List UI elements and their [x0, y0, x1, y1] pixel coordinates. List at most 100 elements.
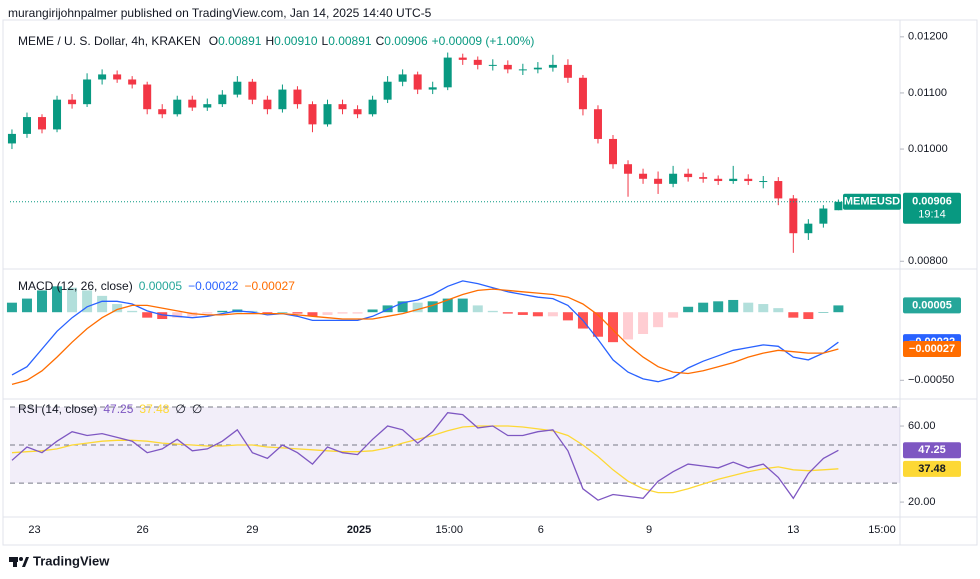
legend-value: 37.48 — [139, 402, 169, 416]
legend-value: ∅ — [192, 402, 202, 416]
candle-body — [413, 74, 422, 90]
candle-body — [113, 74, 122, 80]
histogram-bar — [337, 312, 348, 314]
x-tick-label: 23 — [28, 524, 40, 536]
candle-body — [158, 109, 167, 115]
candle-body — [624, 164, 633, 174]
legend: MEME / U. S. Dollar, 4h, KRAKEN O0.00891 H… — [18, 34, 534, 48]
frame — [2, 19, 978, 546]
y-tick-label: 60.00 — [908, 420, 936, 432]
x-tick-label: 15:00 — [435, 524, 463, 536]
macd-line — [11, 280, 839, 383]
histogram-bar — [773, 308, 784, 313]
candle-body — [7, 133, 16, 144]
footer-logo: TradingView — [9, 553, 110, 568]
candle-body — [473, 59, 482, 65]
legend: MACD (12, 26, close) 0.00005 −0.00022 −0.00… — [18, 279, 295, 293]
candle-body — [248, 81, 257, 100]
x-tick-label: 26 — [137, 524, 149, 536]
histogram-bar — [833, 305, 844, 313]
price-label: 0.00906 — [912, 196, 952, 208]
histogram-bar — [67, 287, 78, 313]
candle-body — [548, 64, 557, 68]
candle-body — [293, 89, 302, 105]
histogram-bar — [608, 312, 619, 343]
candle-body — [443, 57, 452, 88]
candle-body — [774, 181, 783, 199]
histogram-bar — [217, 310, 228, 313]
candle-body — [458, 57, 467, 60]
candle-body — [714, 178, 723, 182]
series-last: 37.48 — [918, 463, 946, 475]
histogram-bar — [202, 312, 213, 314]
logo-part — [22, 557, 29, 567]
legend-value: −0.00022 — [188, 279, 239, 293]
histogram-bar — [728, 299, 739, 313]
histogram-bar — [21, 298, 32, 313]
countdown-label: 19:14 — [918, 209, 946, 221]
price-box — [903, 192, 961, 224]
candle-body — [488, 64, 497, 66]
histogram-bar — [517, 312, 528, 315]
y-tick-label: −0.00050 — [908, 374, 954, 386]
histogram-bar — [247, 310, 258, 313]
symbol-name: MEME / U. S. Dollar, 4h, KRAKEN — [18, 34, 201, 48]
macd-line — [11, 288, 839, 386]
x-tick-label: 9 — [646, 524, 652, 536]
histogram-bar — [172, 312, 183, 318]
histogram-bar — [187, 312, 198, 317]
ohlc-key: C — [376, 34, 385, 48]
candle-body — [593, 109, 602, 139]
histogram-bar — [713, 301, 724, 313]
candle-body — [533, 67, 542, 70]
ohlc-key: H — [265, 34, 274, 48]
histogram-bar — [397, 301, 408, 313]
logo-part — [13, 557, 17, 567]
histogram-bar — [472, 305, 483, 313]
histogram-bar — [623, 312, 634, 340]
symbol-box — [843, 193, 901, 210]
histogram-bar — [502, 312, 513, 314]
histogram-last-box — [903, 297, 961, 314]
legend-value: 47.25 — [103, 402, 133, 416]
histogram-bar — [82, 290, 93, 313]
change: +0.00009 (+1.00%) — [432, 34, 535, 48]
candle-body — [173, 99, 182, 115]
y-tick-label: 0.01100 — [908, 87, 947, 99]
histogram-bar — [818, 312, 829, 313]
candle-body — [729, 178, 738, 182]
ohlc-value: 0.00891 — [218, 34, 262, 48]
candle-body — [308, 104, 317, 125]
series-last-box — [903, 460, 961, 477]
legend-value: ∅ — [175, 402, 185, 416]
histogram-bar — [442, 298, 453, 313]
histogram-bar — [262, 312, 273, 314]
histogram-bar — [127, 310, 138, 313]
publisher: murangirijohnpalmer published on Trading… — [8, 6, 432, 20]
candle-body — [263, 99, 272, 110]
histogram-bar — [683, 306, 694, 313]
legend-value: 0.00005 — [139, 279, 183, 293]
candle-body — [338, 104, 347, 110]
histogram-bar — [743, 302, 754, 313]
histogram-bar — [157, 312, 168, 320]
candle-body — [128, 79, 137, 85]
candle-body — [639, 173, 648, 179]
candle-body — [68, 99, 77, 105]
y-tick-label: 20.00 — [908, 496, 936, 508]
x-tick-label: 15:00 — [868, 524, 896, 536]
histogram-bar — [307, 312, 318, 317]
histogram-bar — [322, 312, 333, 315]
histogram-bar — [803, 312, 814, 320]
histogram-bar — [52, 286, 63, 313]
candle-body — [143, 84, 152, 110]
histogram-bar — [277, 312, 288, 313]
histogram-bar — [758, 304, 769, 313]
candle-body — [563, 64, 572, 78]
candle-body — [278, 89, 287, 110]
candle-body — [669, 173, 678, 184]
candle-body — [804, 223, 813, 234]
candle-body — [353, 109, 362, 115]
ohlc-key: O — [209, 34, 218, 48]
